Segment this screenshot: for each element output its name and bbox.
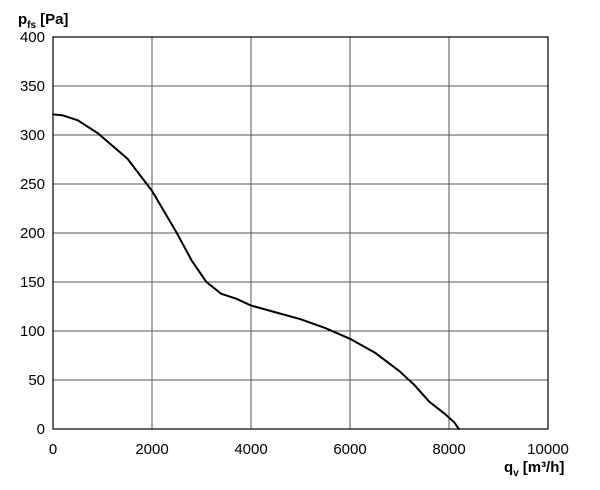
y-axis-label-main: p [18,11,27,28]
x-tick-label: 2000 [135,441,168,458]
x-tick-label: 0 [49,441,57,458]
x-tick-label: 6000 [333,441,366,458]
y-tick-label: 200 [20,225,45,242]
y-tick-label: 0 [37,421,45,438]
x-axis-label: qv [m³/h] [504,459,564,479]
x-tick-label: 10000 [527,441,569,458]
x-axis-label-main: q [504,459,513,476]
x-tick-labels: 0 2000 4000 6000 8000 10000 [49,441,569,458]
x-tick-label: 4000 [234,441,267,458]
y-tick-label: 150 [20,274,45,291]
series-line [52,113,460,430]
x-axis-label-sub: v [513,468,519,479]
grid-lines [52,36,549,430]
y-tick-label: 250 [20,176,45,193]
y-axis-label-sub: fs [27,20,36,31]
y-axis-label-unit: [Pa] [40,11,68,28]
y-tick-label: 300 [20,127,45,144]
y-tick-labels: 0 50 100 150 200 250 300 350 400 [20,29,45,438]
y-axis-label: pfs [Pa] [18,11,68,31]
y-tick-label: 100 [20,323,45,340]
x-axis-label-unit: [m³/h] [523,459,565,476]
plot-frame [52,36,549,430]
y-tick-label: 50 [28,372,45,389]
x-tick-label: 8000 [432,441,465,458]
y-tick-label: 400 [20,29,45,46]
y-tick-label: 350 [20,78,45,95]
